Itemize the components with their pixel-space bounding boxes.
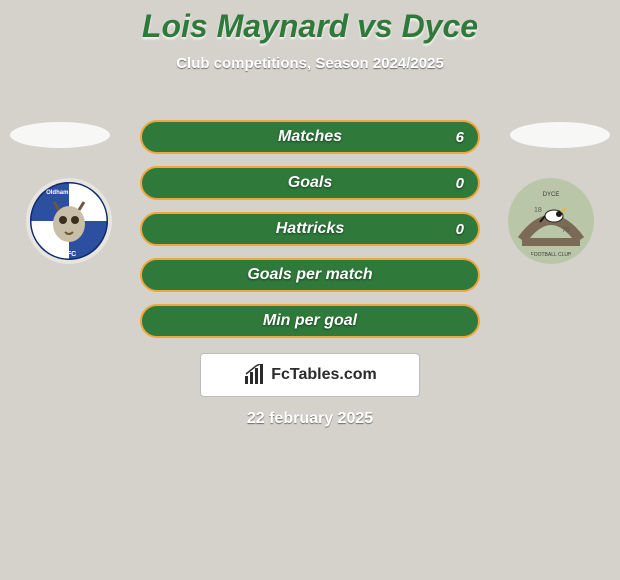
stats-table: Matches 6 Goals 0 Hattricks 0 Goals per … <box>140 120 480 350</box>
stat-row-goals: Goals 0 <box>140 166 480 200</box>
badge-text: FcTables.com <box>271 366 377 384</box>
page-title: Lois Maynard vs Dyce <box>0 0 620 45</box>
stat-row-min-per-goal: Min per goal <box>140 304 480 338</box>
team-crest-left: Oldham Athletic AFC <box>26 178 112 264</box>
stat-row-matches: Matches 6 <box>140 120 480 154</box>
crest-right-graphic: DYCE FOOTBALL CLUB 18 76 <box>512 182 590 260</box>
player-photo-left <box>10 122 110 148</box>
stat-label: Matches <box>142 128 478 146</box>
team-crest-right: DYCE FOOTBALL CLUB 18 76 <box>508 178 594 264</box>
comparison-card: Lois Maynard vs Dyce Club competitions, … <box>0 0 620 580</box>
svg-text:DYCE: DYCE <box>543 192 560 198</box>
stat-label: Goals per match <box>142 266 478 284</box>
svg-text:FOOTBALL CLUB: FOOTBALL CLUB <box>531 252 572 258</box>
svg-text:18: 18 <box>534 207 542 214</box>
date-text: 22 february 2025 <box>0 410 620 428</box>
stat-label: Hattricks <box>142 220 478 238</box>
stat-right-value: 6 <box>456 129 464 146</box>
stat-right-value: 0 <box>456 221 464 238</box>
stat-label: Goals <box>142 174 478 192</box>
chart-icon <box>243 364 265 386</box>
stat-right-value: 0 <box>456 175 464 192</box>
stat-label: Min per goal <box>142 312 478 330</box>
fctables-badge: FcTables.com <box>200 353 420 397</box>
svg-text:76: 76 <box>562 227 570 234</box>
svg-text:AFC: AFC <box>62 251 76 258</box>
stat-row-goals-per-match: Goals per match <box>140 258 480 292</box>
player-photo-right <box>510 122 610 148</box>
stat-row-hattricks: Hattricks 0 <box>140 212 480 246</box>
svg-text:Oldham Athletic: Oldham Athletic <box>46 190 92 196</box>
subtitle: Club competitions, Season 2024/2025 <box>0 55 620 72</box>
crest-left-graphic: Oldham Athletic AFC <box>30 182 108 260</box>
